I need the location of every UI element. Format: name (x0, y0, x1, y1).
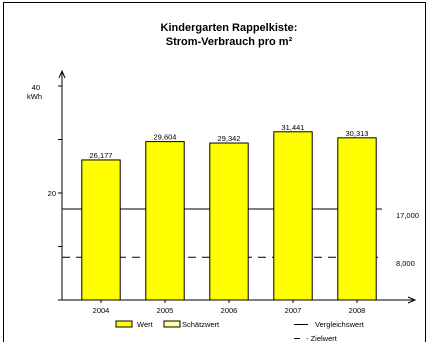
x-tick-label-2008: 2008 (349, 306, 366, 315)
chart-subtitle: Strom-Verbrauch pro m² (166, 36, 293, 48)
bar-2007 (273, 131, 313, 301)
bar-value-label-2007: 31,441 (282, 123, 305, 132)
y-axis-unit-label: kWh (27, 92, 42, 101)
data-labels: 26,177 2004 29,604 2005 29,342 2006 31,441 2007… (90, 123, 369, 315)
x-tick-label-2004: 2004 (93, 306, 110, 315)
x-tick-label-2006: 2006 (221, 306, 238, 315)
bar-2006 (209, 142, 249, 301)
bar-2005 (145, 141, 185, 301)
x-tick-label-2005: 2005 (157, 306, 174, 315)
bar-value-label-2004: 26,177 (90, 151, 113, 160)
reference-line-label-1: 8,000 (396, 259, 415, 268)
x-axis-arrow (407, 296, 417, 304)
legend-label-schaetzwert: Schätzwert (182, 320, 220, 329)
bars (81, 131, 377, 301)
x-tick-label-2007: 2007 (285, 306, 302, 315)
y-axis-top-label: 40 (32, 83, 40, 92)
bar-value-label-2006: 29,342 (218, 134, 241, 143)
bar-2008 (337, 137, 377, 301)
chart-title: Kindergarten Rappelkiste: (161, 22, 298, 34)
legend-swatch-schaetzwert (163, 320, 181, 328)
legend-swatch-wert (115, 320, 133, 328)
legend-label-vergleichswert: Vergleichswert (315, 320, 365, 329)
reference-line-label-0: 17,000 (396, 211, 419, 220)
y-tick-label-20: 20 (48, 189, 56, 198)
legend: Wert Schätzwert Vergleichswert - Zielwer… (115, 320, 365, 343)
outer-border (3, 2, 426, 347)
bar-2004 (81, 159, 121, 301)
legend-label-wert: Wert (137, 320, 154, 329)
y-axis-arrow (58, 69, 66, 79)
legend-label-zielwert: - Zielwert (306, 334, 338, 342)
bar-value-label-2005: 29,604 (154, 133, 177, 142)
bar-value-label-2008: 30,313 (346, 129, 369, 138)
